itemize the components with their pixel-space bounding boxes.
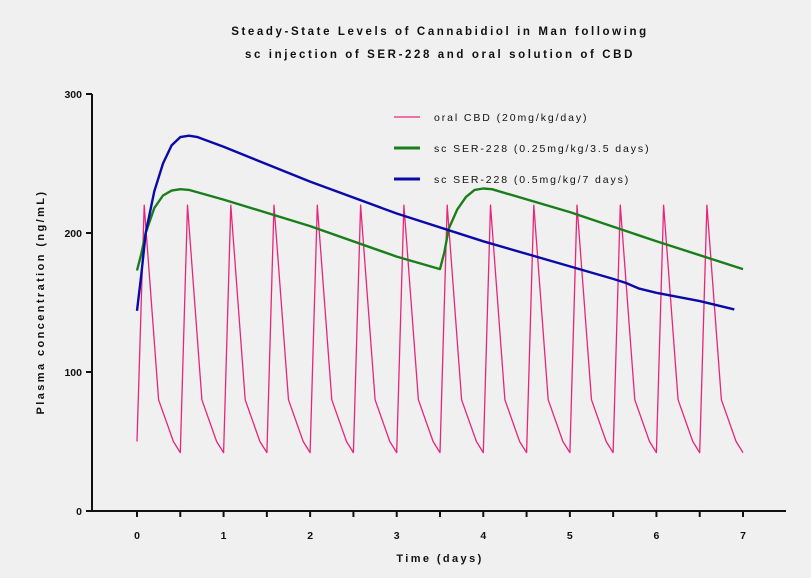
y-tick-label: 100: [64, 367, 82, 379]
x-tick-label: 6: [654, 530, 660, 542]
series-line-1: [135, 187, 744, 271]
y-tick-label: 200: [64, 228, 82, 240]
x-tick-label: 1: [221, 530, 227, 542]
y-tick-label: 0: [76, 506, 82, 518]
chart-title-line-2: sc injection of SER-228 and oral solutio…: [245, 49, 635, 61]
x-axis-label: Time (days): [396, 553, 483, 565]
x-tick-label: 7: [740, 530, 746, 542]
series-group: [135, 134, 744, 454]
series-line-0: [136, 204, 744, 454]
x-tick-label: 4: [480, 530, 486, 542]
legend-label-2: sc SER-228 (0.5mg/kg/7 days): [434, 174, 630, 186]
legend-label-1: sc SER-228 (0.25mg/kg/3.5 days): [434, 143, 650, 155]
x-tick-label: 0: [134, 530, 140, 542]
legend: oral CBD (20mg/kg/day) sc SER-228 (0.25mg…: [394, 112, 650, 186]
x-tick-label: 5: [567, 530, 573, 542]
x-tick-label: 3: [394, 530, 400, 542]
x-tick-label: 2: [307, 530, 313, 542]
series-line-2: [135, 134, 735, 311]
chart-title-line-1: Steady-State Levels of Cannabidiol in Ma…: [231, 26, 649, 38]
y-tick-label: 300: [64, 89, 82, 101]
axes: 0 100 200 300 0 1 2 3 4 5 6 7: [64, 89, 786, 542]
y-axis-label: Plasma concentration (ng/mL): [35, 190, 47, 415]
legend-label-0: oral CBD (20mg/kg/day): [434, 112, 588, 124]
